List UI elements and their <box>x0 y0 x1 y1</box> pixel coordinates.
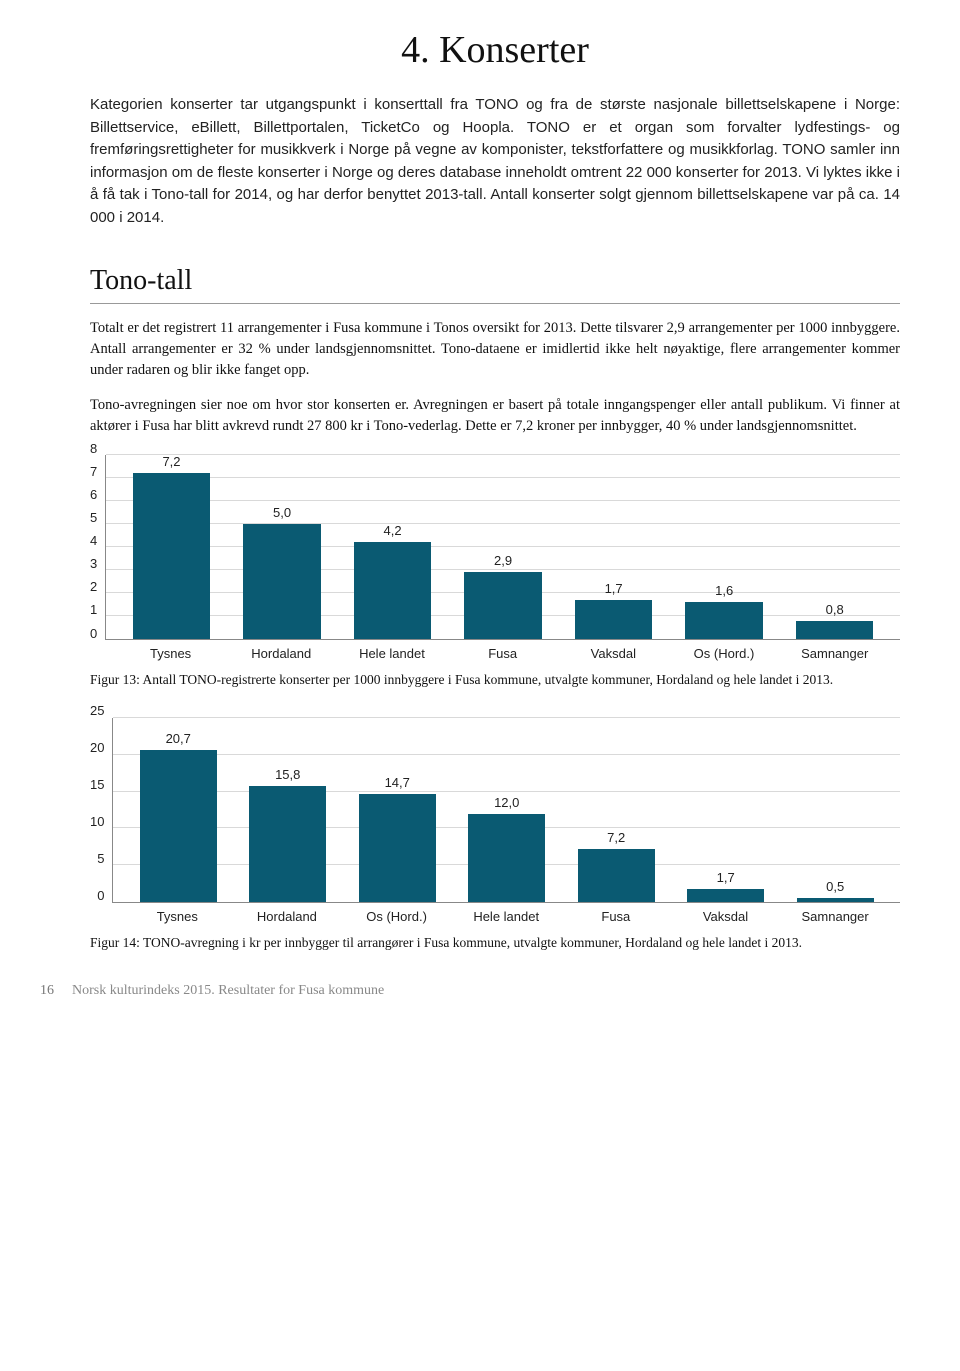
bar-value-label: 5,0 <box>273 505 291 520</box>
bar-group: 0,5 <box>780 718 890 902</box>
y-axis: 0510152025 <box>90 718 112 903</box>
x-tick-label: Samnanger <box>779 646 890 661</box>
bar-value-label: 15,8 <box>275 767 300 782</box>
plot-area: 7,2 5,0 4,2 2,9 1,7 1,6 0,8 <box>105 455 900 640</box>
y-axis: 012345678 <box>90 455 105 640</box>
x-tick-label: Hele landet <box>337 646 448 661</box>
x-tick-label: Vaksdal <box>558 646 669 661</box>
bar-group: 7,2 <box>561 718 671 902</box>
bar-value-label: 7,2 <box>607 830 625 845</box>
body-paragraph-1: Totalt er det registrert 11 arrangemente… <box>90 318 900 381</box>
figure-13-caption: Figur 13: Antall TONO-registrerte konser… <box>90 671 900 690</box>
section-heading: Tono-tall <box>90 265 900 304</box>
bar-value-label: 0,8 <box>826 602 844 617</box>
bar-value-label: 4,2 <box>384 523 402 538</box>
chart-14: 0510152025 20,7 15,8 14,7 12,0 7,2 1,7 0,5 Tysne… <box>90 718 900 924</box>
bar <box>687 889 764 902</box>
bar-group: 15,8 <box>233 718 343 902</box>
bar-value-label: 12,0 <box>494 795 519 810</box>
page-title: 4. Konserter <box>90 28 900 72</box>
bar <box>359 794 436 902</box>
x-axis: TysnesHordalandOs (Hord.)Hele landetFusa… <box>112 903 900 924</box>
figure-14-caption: Figur 14: TONO-avregning i kr per innbyg… <box>90 934 900 953</box>
x-tick-label: Vaksdal <box>671 909 781 924</box>
bar-value-label: 7,2 <box>162 454 180 469</box>
bar <box>468 814 545 902</box>
bar-group: 4,2 <box>337 455 448 639</box>
page-number: 16 <box>40 983 54 999</box>
bar-value-label: 1,7 <box>605 581 623 596</box>
footer-text: Norsk kulturindeks 2015. Resultater for … <box>72 983 384 999</box>
bar <box>140 750 217 902</box>
bar <box>796 621 873 639</box>
bar-group: 1,7 <box>671 718 781 902</box>
bar-value-label: 1,7 <box>717 870 735 885</box>
bar <box>243 524 320 639</box>
plot-area: 20,7 15,8 14,7 12,0 7,2 1,7 0,5 <box>112 718 900 903</box>
x-tick-label: Os (Hord.) <box>669 646 780 661</box>
bar-value-label: 20,7 <box>166 731 191 746</box>
x-axis: TysnesHordalandHele landetFusaVaksdalOs … <box>105 640 900 661</box>
bar-value-label: 2,9 <box>494 553 512 568</box>
bar <box>578 849 655 902</box>
bar <box>685 602 762 639</box>
intro-paragraph: Kategorien konserter tar utgangspunkt i … <box>90 94 900 229</box>
bar-group: 0,8 <box>779 455 890 639</box>
bar <box>464 572 541 639</box>
x-tick-label: Fusa <box>561 909 671 924</box>
bar-group: 14,7 <box>342 718 452 902</box>
bar <box>249 786 326 902</box>
bar <box>133 473 210 639</box>
bar-value-label: 14,7 <box>385 775 410 790</box>
bar <box>354 542 431 639</box>
x-tick-label: Hele landet <box>451 909 561 924</box>
bar-group: 1,6 <box>669 455 780 639</box>
x-tick-label: Samnanger <box>780 909 890 924</box>
bar-group: 2,9 <box>448 455 559 639</box>
bar-group: 12,0 <box>452 718 562 902</box>
bar <box>575 600 652 639</box>
bar-group: 7,2 <box>116 455 227 639</box>
body-paragraph-2: Tono-avregningen sier noe om hvor stor k… <box>90 395 900 437</box>
x-tick-label: Fusa <box>447 646 558 661</box>
bar-group: 5,0 <box>227 455 338 639</box>
bar-group: 20,7 <box>123 718 233 902</box>
page-footer: 16 Norsk kulturindeks 2015. Resultater f… <box>40 983 900 999</box>
bar-group: 1,7 <box>558 455 669 639</box>
bar-value-label: 1,6 <box>715 583 733 598</box>
chart-13: 012345678 7,2 5,0 4,2 2,9 1,7 1,6 0,8 TysnesHord… <box>90 455 900 661</box>
bar-value-label: 0,5 <box>826 879 844 894</box>
bar <box>797 898 874 902</box>
x-tick-label: Tysnes <box>122 909 232 924</box>
x-tick-label: Hordaland <box>226 646 337 661</box>
x-tick-label: Os (Hord.) <box>342 909 452 924</box>
x-tick-label: Hordaland <box>232 909 342 924</box>
x-tick-label: Tysnes <box>115 646 226 661</box>
